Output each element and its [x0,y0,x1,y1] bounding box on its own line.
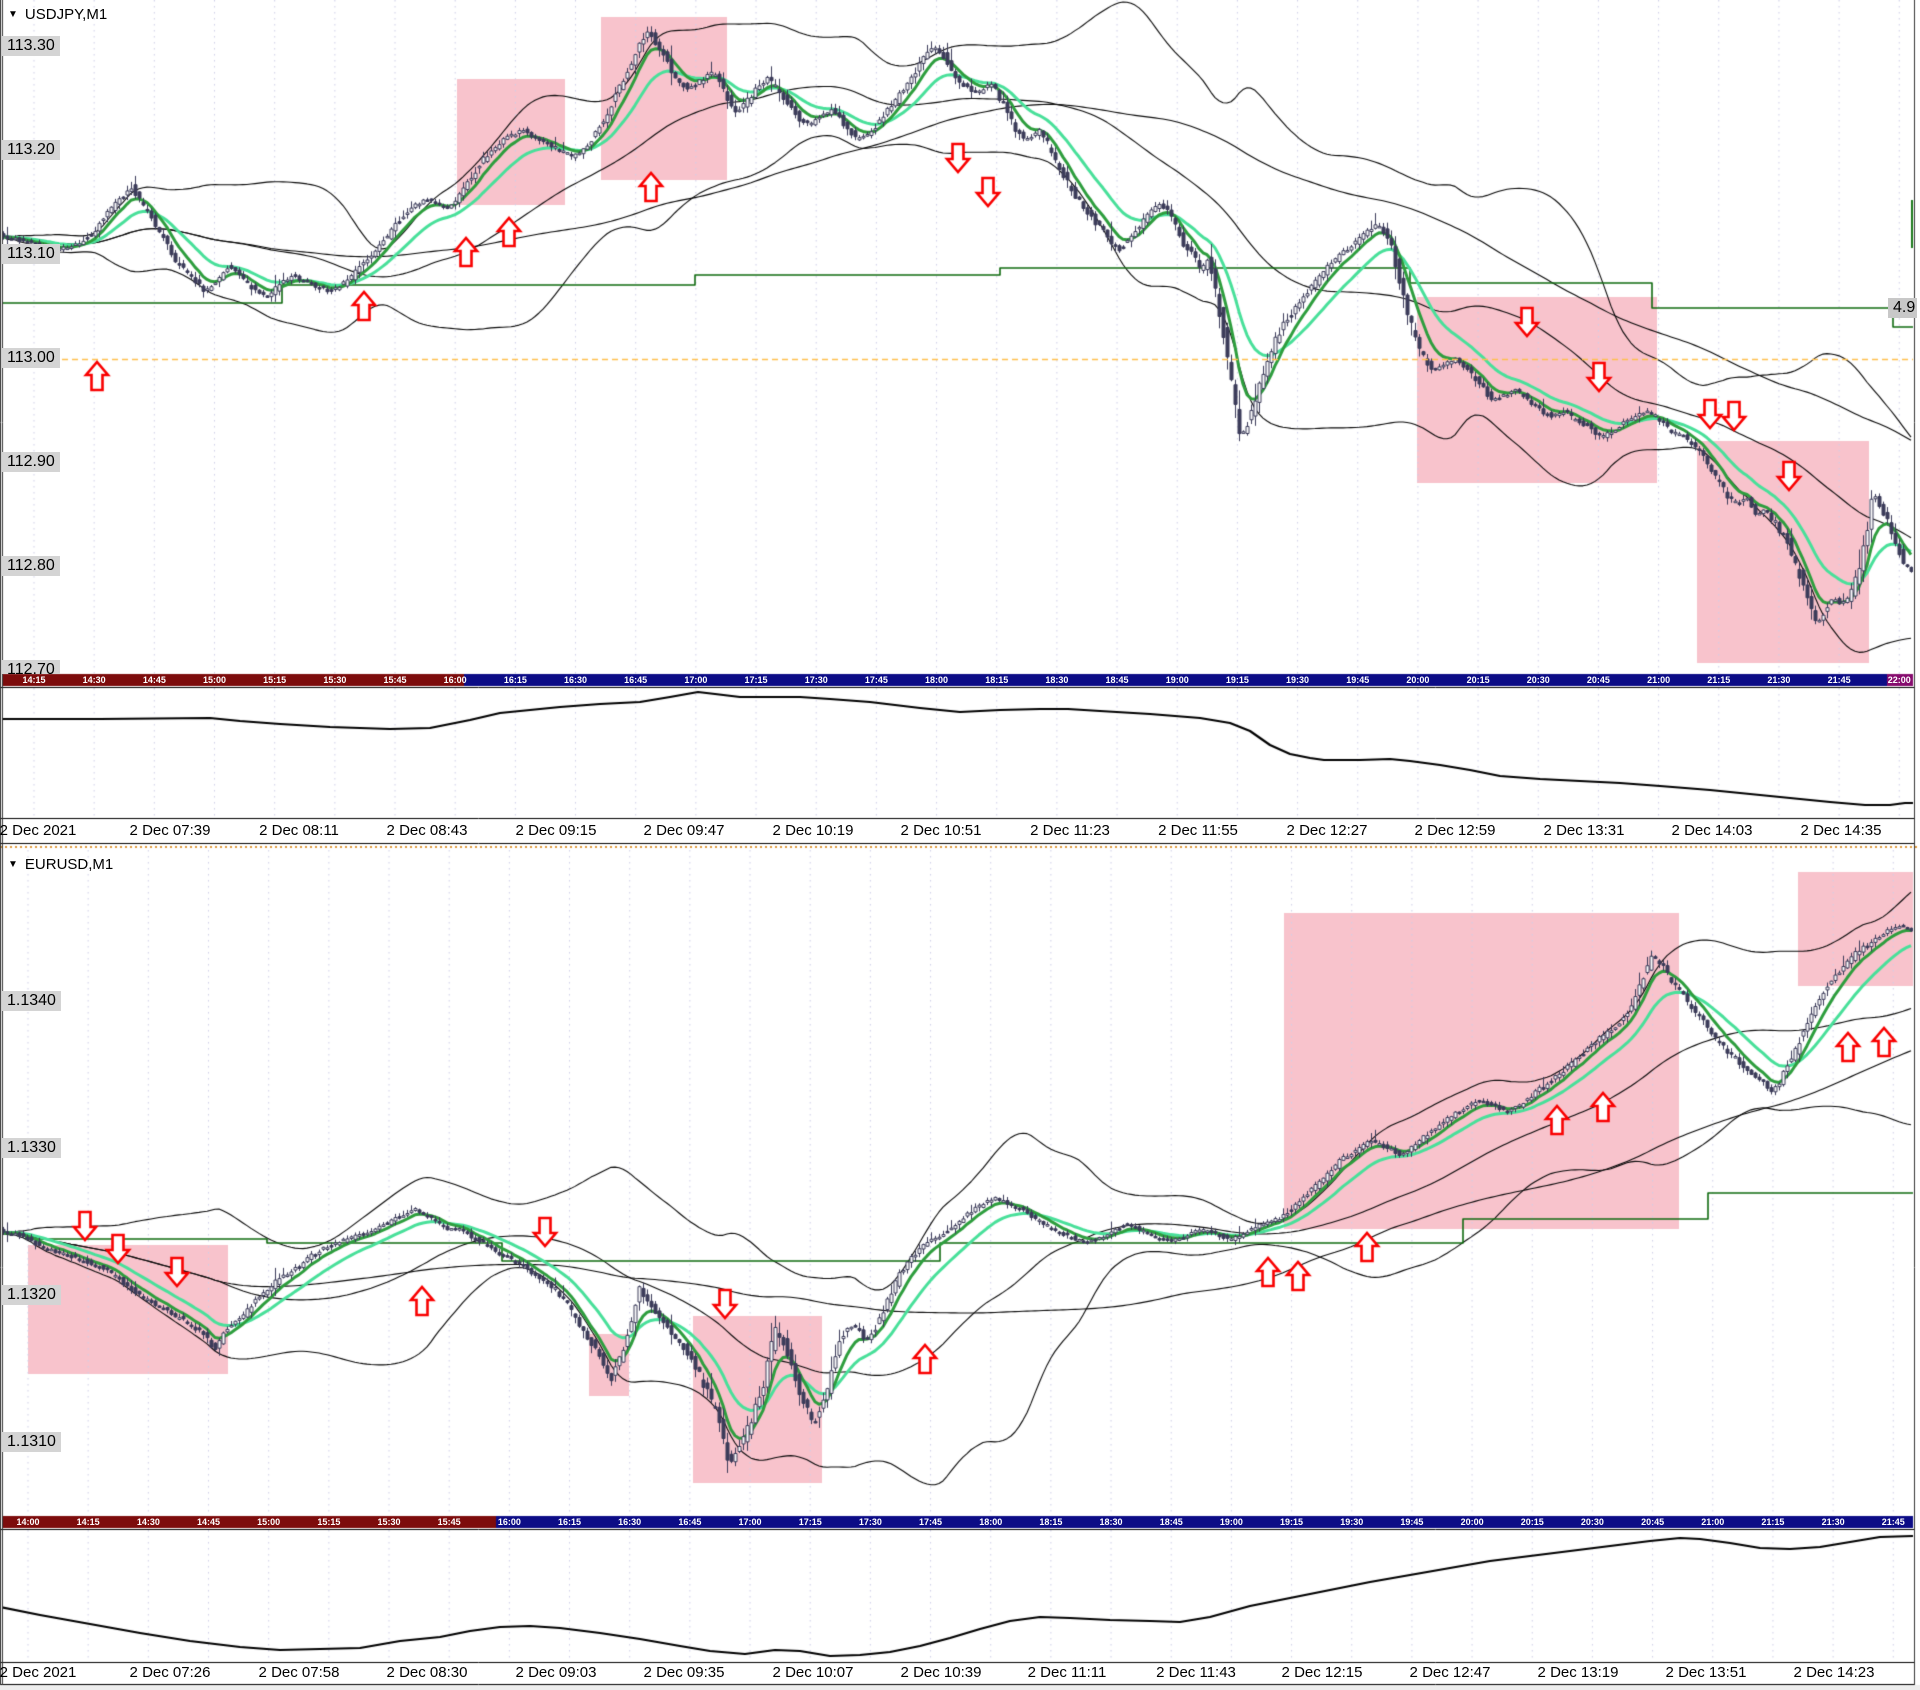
symbol-header-eurusd[interactable]: ▼ EURUSD,M1 [8,856,113,873]
collapse-triangle-icon[interactable]: ▼ [8,8,18,20]
collapse-triangle-icon[interactable]: ▼ [8,858,18,870]
symbol-label: EURUSD,M1 [24,856,114,873]
indicator-value-label: 4.9 [1888,298,1918,318]
symbol-header-usdjpy[interactable]: ▼ USDJPY,M1 [8,6,107,23]
symbol-label: USDJPY,M1 [24,6,108,23]
